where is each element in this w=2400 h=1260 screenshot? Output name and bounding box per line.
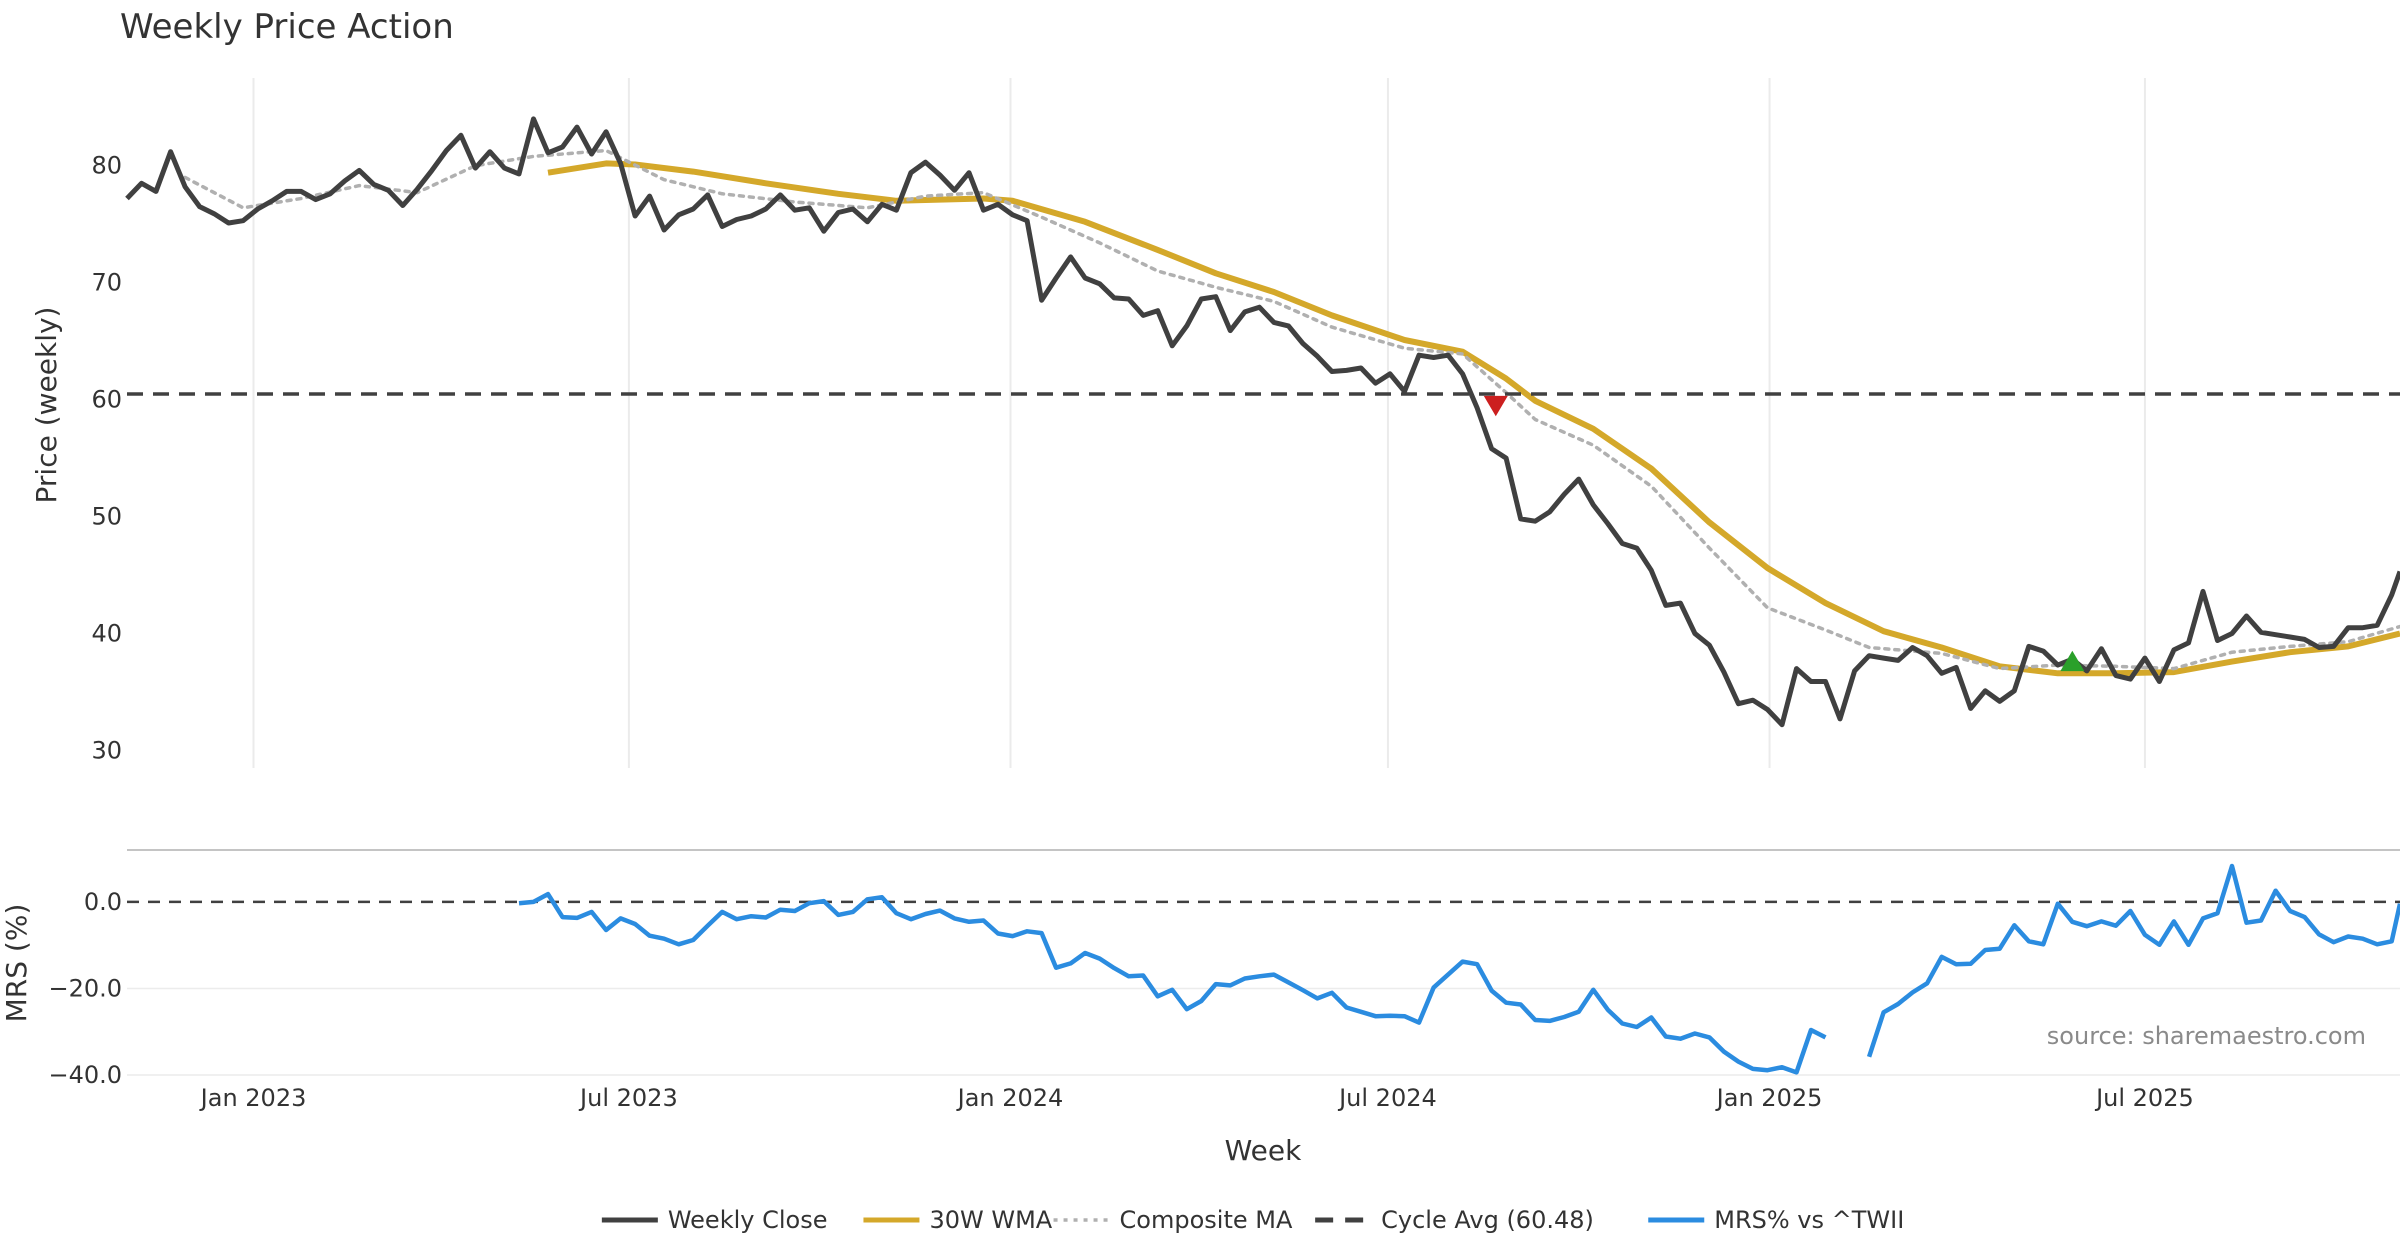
buy-signal-marker [2060, 650, 2085, 672]
x-axis-label: Week [1225, 1134, 1302, 1167]
legend-label: Composite MA [1120, 1206, 1293, 1234]
legend-item: Composite MA [1053, 1206, 1293, 1234]
mrs-y-axis-ticks: 0.0 −20.0 −40.0 [48, 888, 122, 1089]
x-tick-label: Jan 2025 [1715, 1084, 1823, 1112]
source-annotation: source: sharemaestro.com [2047, 1022, 2366, 1050]
mrs-series-lines [518, 863, 2400, 1075]
legend-label: 30W WMA [929, 1206, 1052, 1234]
legend: Weekly Close 30W WMA Composite MA Cycle Avg… [601, 1206, 1904, 1234]
price-series-lines [125, 116, 2400, 728]
legend-item: MRS% vs ^TWII [1648, 1206, 1904, 1234]
price-y-tick-label: 30 [91, 736, 122, 764]
x-tick-label: Jul 2025 [2094, 1084, 2194, 1112]
x-tick-label: Jan 2024 [956, 1084, 1064, 1112]
price-y-tick-label: 60 [91, 386, 122, 414]
price-y-axis-ticks: 30 40 50 60 70 80 [91, 152, 122, 765]
mrs-panel-gridlines [127, 900, 2400, 1076]
signal-markers [1483, 395, 2085, 672]
weekly-close-line [125, 116, 2400, 728]
legend-label: MRS% vs ^TWII [1714, 1206, 1904, 1234]
price-y-tick-label: 40 [91, 620, 122, 648]
composite-ma-line [183, 148, 2400, 671]
price-y-tick-label: 70 [91, 269, 122, 297]
mrs-y-tick-label: −40.0 [48, 1061, 122, 1089]
price-y-tick-label: 50 [91, 503, 122, 531]
mrs-y-tick-label: 0.0 [84, 888, 122, 916]
mrs-line [518, 863, 2400, 1075]
legend-label: Weekly Close [668, 1206, 828, 1234]
x-tick-label: Jul 2024 [1337, 1084, 1437, 1112]
legend-item: 30W WMA [863, 1206, 1053, 1234]
legend-item: Weekly Close [601, 1206, 828, 1234]
30w-wma-line [547, 160, 2400, 677]
mrs-y-axis-label: MRS (%) [0, 904, 33, 1023]
sell-signal-marker [1483, 395, 1508, 417]
mrs-y-tick-label: −20.0 [48, 974, 122, 1002]
chart-title: Weekly Price Action [120, 7, 454, 47]
x-axis-ticks: Jan 2023 Jul 2023 Jan 2024 Jul 2024 Jan 2025… [199, 1084, 2194, 1112]
x-tick-label: Jan 2023 [199, 1084, 307, 1112]
legend-label: Cycle Avg (60.48) [1381, 1206, 1594, 1234]
legend-item: Cycle Avg (60.48) [1315, 1206, 1594, 1234]
price-y-axis-label: Price (weekly) [30, 307, 63, 504]
price-y-tick-label: 80 [91, 152, 122, 180]
x-tick-label: Jul 2023 [578, 1084, 678, 1112]
